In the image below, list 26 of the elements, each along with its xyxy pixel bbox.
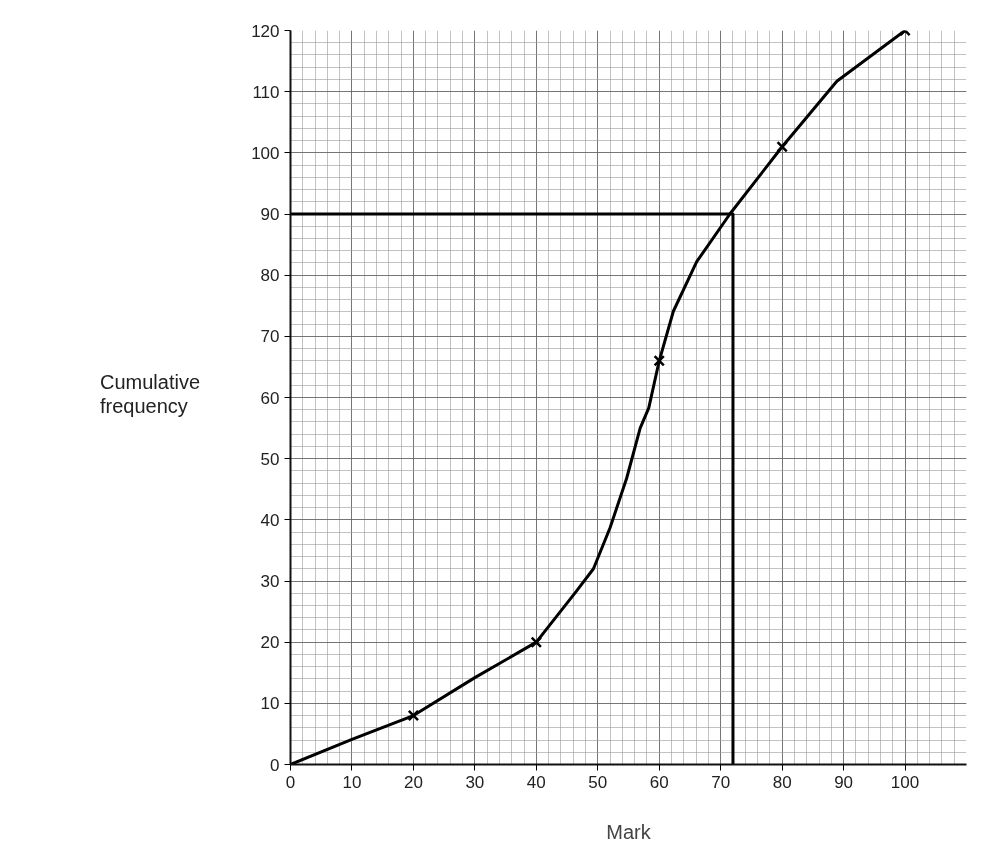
- x-tick-label: 60: [649, 772, 669, 792]
- y-tick-label: 30: [260, 572, 280, 591]
- x-tick-label: 100: [890, 772, 920, 792]
- y-tick-label: 10: [260, 694, 280, 714]
- y-tick-label: 80: [260, 266, 280, 286]
- x-tick-label: 80: [772, 772, 792, 792]
- x-tick-label: 0: [285, 772, 296, 792]
- x-tick-label: 30: [465, 772, 485, 792]
- x-tick-label: 40: [526, 772, 546, 792]
- y-tick-label: 120: [251, 21, 280, 41]
- y-tick-label: 40: [260, 510, 280, 530]
- y-tick-label: 110: [252, 82, 280, 102]
- y-tick-label: 50: [260, 449, 280, 469]
- y-tick-label: 60: [260, 388, 280, 408]
- y-tick-label: 70: [260, 327, 280, 347]
- x-tick-label: 90: [834, 772, 854, 792]
- x-tick-label: 20: [403, 772, 423, 792]
- x-tick-label: 70: [711, 772, 731, 792]
- y-axis-title: Cumulative frequency: [100, 370, 202, 418]
- y-tick-label: 20: [260, 633, 280, 653]
- x-tick-label: 10: [342, 772, 362, 792]
- y-tick-label: 90: [260, 205, 280, 224]
- y-tick-label: 0: [270, 755, 280, 775]
- x-tick-label: 50: [588, 772, 608, 792]
- y-tick-label: 100: [251, 143, 280, 163]
- x-axis-title: Mark: [606, 820, 652, 843]
